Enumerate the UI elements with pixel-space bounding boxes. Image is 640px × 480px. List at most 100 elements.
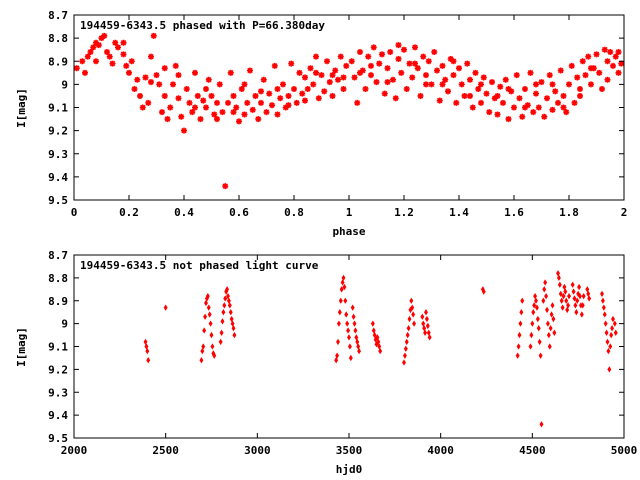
phased-data-point [156, 81, 163, 88]
phased-data-point [472, 69, 479, 76]
phased-data-point [194, 92, 201, 99]
unphased-data-point [517, 331, 522, 339]
unphased-data-point [602, 311, 607, 318]
phased-data-point [310, 81, 317, 88]
unphased-data-point [144, 343, 149, 350]
phased-data-point [222, 183, 229, 190]
unphased-data-point [424, 315, 429, 323]
phased-data-point [612, 53, 619, 60]
phased-data-point [148, 79, 154, 86]
phased-data-point [150, 32, 157, 39]
phased-data-point [588, 81, 594, 88]
phased-data-point [233, 104, 240, 111]
unphased-x-tick-label: 4500 [519, 444, 546, 457]
phased-plot: 0 0.2 0.4 0.6 0.8 1 1.2 1.4 1.6 1.8 2 8.7 8.8 8.9 9 9.1… [15, 9, 627, 238]
phased-data-point [403, 86, 410, 92]
unphased-data-point [405, 331, 410, 339]
unphased-data-point [406, 325, 411, 332]
unphased-data-point [579, 311, 584, 318]
phased-data-point [351, 74, 358, 81]
phased-data-point [395, 42, 402, 49]
phased-data-point [183, 86, 190, 92]
unphased-data-point [586, 290, 591, 298]
phased-data-point [379, 51, 385, 58]
unphased-data-point [220, 318, 225, 325]
phased-data-point [456, 65, 462, 72]
phased-data-point [340, 86, 347, 92]
phased-data-point [104, 49, 110, 55]
phased-data-point [203, 104, 209, 111]
phased-y-tick-label: 9 [61, 78, 68, 91]
unphased-data-point [556, 274, 561, 282]
unphased-data-point [481, 288, 486, 295]
phased-data-point [519, 113, 526, 120]
unphased-data-point [410, 304, 415, 311]
phased-data-point [192, 104, 198, 111]
unphased-data-point [212, 352, 217, 359]
phased-data-point [582, 72, 589, 79]
phased-data-point [170, 81, 176, 88]
unphased-data-point [208, 320, 213, 327]
phased-data-point [376, 60, 383, 67]
phased-data-point [211, 111, 218, 118]
phased-data-point [238, 86, 245, 92]
unphased-data-point [336, 338, 340, 346]
phased-data-point [412, 60, 418, 67]
phased-data-point [318, 72, 325, 79]
phased-data-point [348, 58, 355, 65]
phased-data-point [494, 92, 501, 99]
phased-data-point [439, 81, 446, 88]
phased-data-point [296, 69, 303, 76]
phased-data-point [461, 92, 468, 99]
phased-data-point [588, 65, 594, 72]
phased-data-point [571, 99, 578, 106]
phased-data-point [280, 81, 286, 88]
phased-data-point [329, 72, 336, 79]
phased-data-point [313, 53, 319, 60]
unphased-data-point [549, 311, 554, 318]
unphased-data-point [204, 299, 208, 307]
phased-data-point [101, 32, 108, 39]
phased-data-point [131, 86, 138, 92]
phased-data-point [563, 109, 570, 116]
unphased-data-point [609, 331, 614, 339]
unphased-data-point [600, 290, 604, 298]
phased-data-point [453, 99, 460, 106]
phased-data-point [73, 65, 80, 72]
phased-data-point [214, 116, 220, 123]
phased-data-point [549, 106, 556, 113]
phased-data-point [599, 86, 605, 92]
unphased-data-point [542, 286, 547, 293]
phased-data-point [302, 97, 308, 104]
phased-data-point [414, 65, 421, 72]
unphased-data-point [604, 329, 609, 336]
unphased-data-point [422, 325, 427, 332]
phased-data-point [304, 86, 311, 92]
unphased-data-point [516, 343, 521, 350]
phased-data-point [93, 39, 99, 46]
unphased-data-point [610, 325, 615, 332]
phased-data-point [291, 86, 297, 92]
unphased-data-point [539, 421, 544, 428]
phased-y-tick-label: 9.4 [48, 171, 68, 184]
phased-data-point [486, 109, 493, 116]
phased-x-tick-label: 1.4 [449, 206, 469, 219]
unphased-data-point [219, 329, 224, 336]
unphased-x-tick-label: 2500 [152, 444, 179, 457]
unphased-data-point [520, 297, 525, 304]
phased-data-point [161, 92, 168, 99]
phased-data-point [208, 92, 215, 99]
unphased-chart-title: 194459-6343.5 not phased light curve [80, 259, 319, 272]
unphased-data-point [228, 309, 233, 316]
phased-data-point [326, 79, 333, 86]
unphased-data-point [613, 329, 618, 336]
unphased-data-point [603, 320, 608, 327]
phased-data-point [401, 46, 407, 53]
unphased-data-point [608, 343, 613, 350]
unphased-data-point [607, 366, 612, 373]
phased-y-tick-label: 8.7 [48, 9, 68, 22]
phased-data-point [615, 69, 622, 76]
unphased-data-point [581, 293, 586, 300]
unphased-data-point [351, 313, 356, 320]
phased-data-point [112, 39, 119, 46]
